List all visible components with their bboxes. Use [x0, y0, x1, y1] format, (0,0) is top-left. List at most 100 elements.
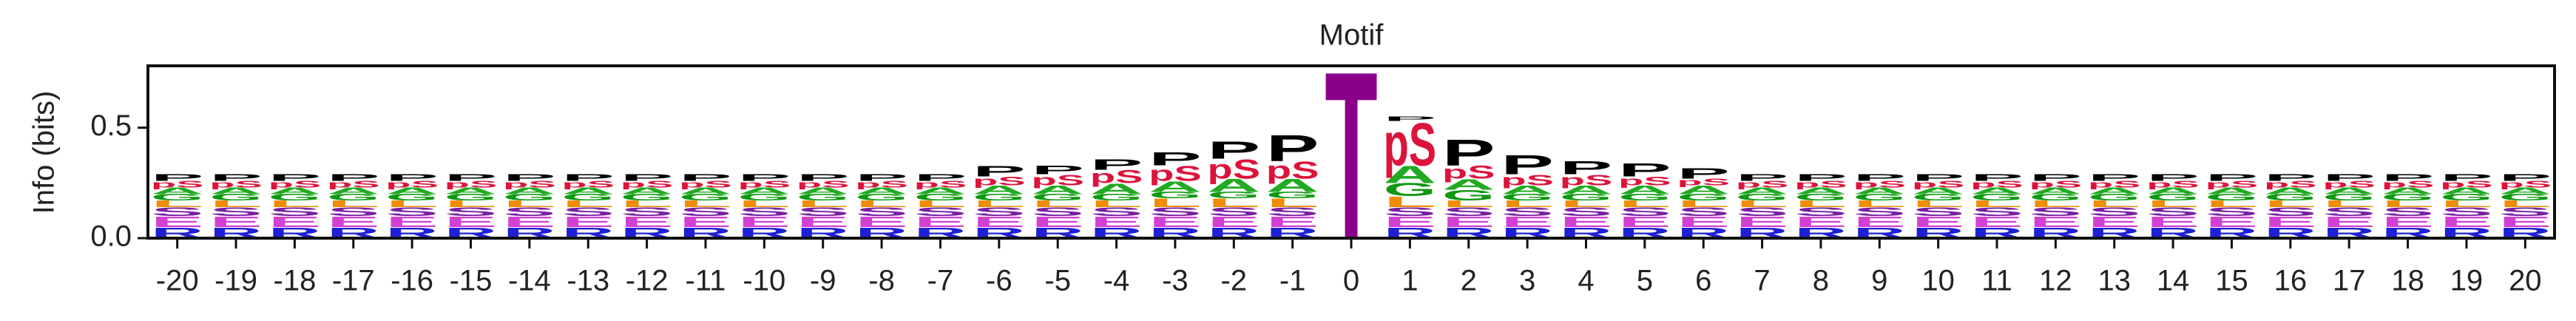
logo-letter-group: S	[1031, 205, 1084, 219]
logo-letter: E	[2323, 214, 2376, 231]
logo-letter-group: A	[1912, 186, 1964, 196]
logo-letter-group: P	[2088, 172, 2140, 183]
logo-letter: S	[268, 205, 321, 219]
logo-letter: S	[2499, 205, 2552, 219]
logo-letter: pS	[1384, 110, 1436, 178]
logo-letter-group: E	[268, 214, 321, 231]
x-tick-label: 11	[1981, 265, 2012, 297]
logo-letter: E	[2499, 214, 2552, 231]
x-tick-label: -19	[214, 265, 257, 297]
logo-letter: pS	[973, 174, 1025, 188]
logo-letter-group: G	[444, 192, 497, 203]
logo-letter: G	[1736, 192, 1788, 203]
logo-letter-group: E	[1031, 214, 1084, 231]
logo-letter-group: E	[327, 214, 379, 231]
logo-letter: P	[2440, 172, 2492, 183]
logo-letter: E	[1912, 214, 1964, 231]
x-tick-label: -20	[156, 265, 199, 297]
logo-letter-group: E	[209, 214, 262, 231]
logo-letter: G	[1912, 192, 1964, 203]
logo-letter: E	[1501, 214, 1553, 231]
logo-letter: P	[268, 172, 321, 183]
logo-letter-group: S	[738, 205, 791, 219]
logo-letter: L	[797, 199, 849, 209]
logo-letter: P	[151, 172, 203, 183]
x-tick-label: 3	[1519, 265, 1535, 297]
logo-letter: L	[2029, 199, 2082, 209]
logo-letter: E	[1149, 214, 1201, 231]
logo-letter: pS	[1208, 154, 1260, 185]
logo-letter: S	[1560, 205, 1612, 219]
logo-letter-group: E	[679, 214, 731, 231]
logo-letter: E	[2440, 214, 2492, 231]
x-tick-label: 19	[2450, 265, 2484, 297]
logo-letter: E	[738, 214, 791, 231]
logo-letter-group: L	[1149, 196, 1201, 210]
logo-letter: L	[679, 199, 731, 209]
logo-letter: pS	[1149, 161, 1201, 186]
logo-letter-group: G	[1031, 192, 1084, 203]
logo-letter: S	[2088, 205, 2140, 219]
logo-letter: S	[738, 205, 791, 219]
logo-letter: A	[209, 186, 262, 196]
logo-letter-group: A	[2264, 186, 2316, 196]
logo-letter-group: S	[2499, 205, 2552, 219]
logo-letter: pS	[1501, 172, 1553, 189]
logo-letter: A	[973, 183, 1025, 197]
x-tick-label: -14	[508, 265, 551, 297]
logo-letter: G	[855, 192, 907, 203]
logo-letter-group: A	[562, 186, 615, 196]
logo-letter-group: L	[855, 199, 907, 209]
logo-letter-group: E	[2381, 214, 2434, 231]
logo-letter: pS	[327, 179, 379, 189]
logo-letter: S	[1912, 205, 1964, 219]
logo-letter-group: S	[1970, 205, 2023, 219]
logo-letter: S	[1149, 205, 1201, 219]
logo-letter-group: A	[209, 186, 262, 196]
logo-letter-group: pS	[268, 179, 321, 189]
x-tick-label: 15	[2215, 265, 2248, 297]
logo-letter-group: P	[503, 172, 555, 183]
x-tick-label: 6	[1695, 265, 1711, 297]
logo-letter-group: S	[1442, 205, 1495, 219]
logo-letter-group: L	[268, 199, 321, 209]
logo-letter-group: E	[1677, 214, 1729, 231]
logo-letter: L	[1149, 196, 1201, 210]
logo-letter: pS	[855, 179, 907, 189]
logo-letter: E	[1736, 214, 1788, 231]
logo-letter-group: P	[1149, 149, 1201, 169]
logo-letter-group: L	[1442, 199, 1495, 209]
logo-letter-group: L	[2499, 199, 2552, 209]
logo-letter: L	[268, 199, 321, 209]
logo-letter-group: E	[1970, 214, 2023, 231]
logo-letter-group: A	[1031, 183, 1084, 197]
logo-letter: A	[1618, 183, 1671, 197]
logo-letter: A	[1384, 160, 1436, 188]
plot-area: RESLGApSPTRESLGApSPTRESLGApSPTRESLGApSPT…	[151, 21, 2552, 289]
logo-letter-group: S	[1501, 205, 1553, 219]
logo-letter: L	[855, 199, 907, 209]
x-tick-label: 10	[1921, 265, 1955, 297]
logo-letter: L	[444, 199, 497, 209]
logo-letter-group: P	[2381, 172, 2434, 183]
logo-letter-group: E	[2264, 214, 2316, 231]
logo-letter-group: L	[503, 199, 555, 209]
logo-letter: E	[2205, 214, 2258, 231]
logo-letter-group: A	[2499, 186, 2552, 196]
logo-letter: L	[2440, 199, 2492, 209]
logo-letter-group: E	[914, 214, 967, 231]
logo-letter: pS	[679, 179, 731, 189]
logo-letter-group: S	[2088, 205, 2140, 219]
logo-letter: A	[621, 186, 673, 196]
logo-letter: P	[1853, 172, 1906, 183]
logo-letter: P	[1560, 158, 1612, 178]
logo-letter-group: E	[1208, 214, 1260, 231]
logo-letter: G	[1618, 192, 1671, 203]
logo-letter-group: A	[1736, 186, 1788, 196]
logo-letter: A	[1912, 186, 1964, 196]
logo-letter: E	[1560, 214, 1612, 231]
logo-letter-group: S	[2381, 205, 2434, 219]
logo-letter: pS	[2323, 179, 2376, 189]
logo-letter-group: L	[1031, 199, 1084, 209]
logo-letter-group: G	[914, 192, 967, 203]
